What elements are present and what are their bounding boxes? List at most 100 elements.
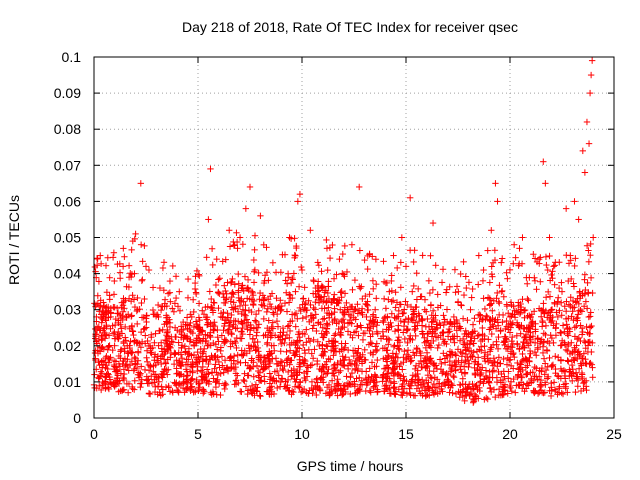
roti-point (363, 381, 370, 389)
roti-point (334, 381, 342, 389)
roti-point (407, 391, 414, 399)
roti-point (332, 330, 339, 338)
roti-point (399, 366, 406, 373)
roti-point (548, 387, 555, 394)
roti-outlier-point (488, 227, 495, 234)
roti-point (351, 383, 359, 390)
roti-point (536, 340, 544, 347)
roti-point (289, 276, 296, 283)
roti-point (241, 370, 248, 377)
roti-point (392, 304, 399, 311)
roti-point (325, 283, 332, 290)
roti-point (178, 342, 186, 349)
roti-point (395, 345, 402, 352)
roti-point (119, 357, 127, 365)
roti-point (316, 342, 323, 350)
roti-point (516, 245, 523, 252)
roti-point (127, 273, 135, 281)
roti-point (117, 314, 125, 322)
roti-point (471, 315, 478, 322)
roti-point (219, 362, 226, 369)
y-tick-label: 0.1 (62, 49, 82, 65)
roti-point (99, 378, 106, 386)
roti-point (476, 311, 483, 318)
roti-point (556, 307, 563, 314)
x-tick-label: 25 (606, 426, 622, 442)
roti-point (359, 351, 366, 359)
roti-outlier-point (567, 252, 574, 259)
roti-point (524, 370, 531, 378)
roti-point (379, 372, 387, 379)
roti-point (251, 317, 259, 324)
roti-point (397, 259, 405, 266)
roti-point (460, 341, 467, 348)
roti-point (452, 352, 460, 359)
roti-point (566, 328, 573, 335)
roti-point (344, 346, 352, 354)
roti-outlier-point (319, 324, 326, 331)
roti-outlier-point (583, 118, 591, 126)
roti-point (462, 273, 469, 280)
roti-point (157, 339, 165, 346)
roti-point (264, 333, 271, 341)
roti-point (208, 352, 215, 359)
roti-point (277, 348, 284, 355)
roti-point (100, 302, 108, 310)
roti-point (412, 362, 420, 369)
roti-outlier-point (386, 288, 393, 295)
roti-point (533, 365, 540, 372)
roti-point (102, 315, 109, 323)
roti-outlier-point (124, 342, 131, 349)
roti-point (451, 359, 458, 366)
roti-outlier-point (363, 313, 370, 321)
roti-point (525, 379, 533, 387)
roti-point (374, 330, 381, 337)
roti-outlier-point (458, 349, 466, 357)
roti-point (323, 329, 330, 337)
roti-point (441, 380, 448, 388)
roti-point (159, 264, 167, 272)
roti-point (266, 387, 273, 394)
roti-point (577, 306, 584, 314)
roti-point (314, 357, 321, 365)
roti-point (473, 381, 480, 389)
roti-point (337, 367, 344, 374)
roti-point (264, 305, 271, 312)
roti-point (485, 378, 493, 386)
roti-outlier-point (348, 241, 356, 248)
roti-outlier-point (540, 158, 547, 165)
roti-point (512, 254, 519, 261)
roti-point (321, 305, 328, 312)
roti-point (220, 382, 228, 389)
roti-point (391, 314, 398, 321)
roti-point (325, 338, 333, 345)
roti-point (235, 280, 242, 287)
roti-point (149, 284, 157, 291)
roti-point (337, 331, 345, 339)
roti-point (353, 375, 360, 382)
roti-outlier-point (137, 180, 144, 187)
roti-point (98, 337, 105, 344)
roti-point (235, 270, 242, 278)
roti-point (341, 381, 348, 389)
roti-point (189, 329, 197, 337)
roti-point (432, 388, 439, 396)
roti-point (118, 325, 125, 332)
roti-point (300, 341, 307, 349)
roti-point (434, 344, 441, 352)
roti-point (561, 372, 568, 380)
roti-outlier-point (527, 313, 534, 321)
roti-point (499, 255, 506, 262)
roti-point (246, 365, 253, 372)
roti-point (174, 303, 182, 310)
roti-point (584, 279, 591, 287)
roti-point (326, 392, 333, 399)
roti-point (202, 353, 210, 360)
roti-point (525, 297, 532, 304)
roti-point (314, 259, 322, 266)
roti-point (541, 360, 549, 367)
roti-point (457, 348, 464, 356)
roti-point (546, 252, 553, 260)
roti-point (489, 321, 496, 328)
roti-point (449, 351, 456, 359)
